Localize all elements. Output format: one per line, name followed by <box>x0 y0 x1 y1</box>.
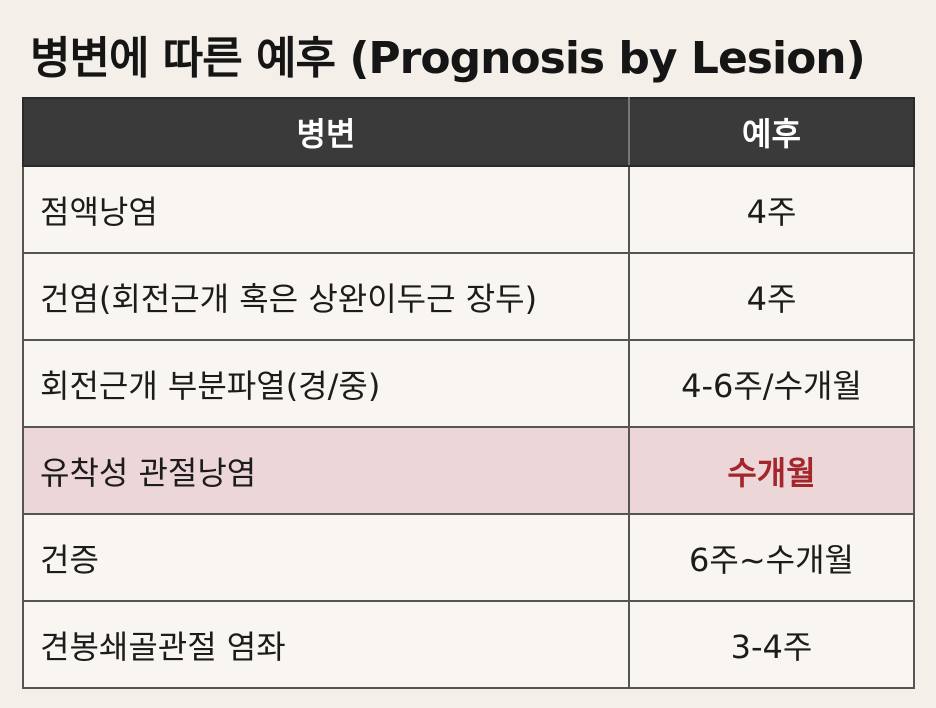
lesion-cell: 유착성 관절낭염 <box>22 426 630 515</box>
lesion-cell: 건염(회전근개 혹은 상완이두근 장두) <box>22 252 630 341</box>
table-row-highlighted: 유착성 관절낭염 수개월 <box>22 426 915 515</box>
table-row: 건증 6주~수개월 <box>22 513 915 602</box>
table-row: 건염(회전근개 혹은 상완이두근 장두) 4주 <box>22 252 915 341</box>
table-header-row: 병변 예후 <box>22 97 915 167</box>
table-row: 회전근개 부분파열(경/중) 4-6주/수개월 <box>22 339 915 428</box>
prognosis-cell: 수개월 <box>628 426 915 515</box>
page-title: 병변에 따른 예후 (Prognosis by Lesion) <box>30 33 866 84</box>
lesion-cell: 건증 <box>22 513 630 602</box>
prognosis-cell: 4주 <box>628 252 915 341</box>
lesion-cell: 회전근개 부분파열(경/중) <box>22 339 630 428</box>
table-row: 점액낭염 4주 <box>22 165 915 254</box>
prognosis-cell: 4주 <box>628 165 915 254</box>
header-lesion: 병변 <box>22 97 630 167</box>
prognosis-cell: 4-6주/수개월 <box>628 339 915 428</box>
header-prognosis: 예후 <box>628 97 915 167</box>
prognosis-cell: 3-4주 <box>628 600 915 689</box>
prognosis-cell: 6주~수개월 <box>628 513 915 602</box>
lesion-cell: 점액낭염 <box>22 165 630 254</box>
table-row: 견봉쇄골관절 염좌 3-4주 <box>22 600 915 689</box>
lesion-cell: 견봉쇄골관절 염좌 <box>22 600 630 689</box>
prognosis-table: 병변 예후 점액낭염 4주 건염(회전근개 혹은 상완이두근 장두) 4주 회전… <box>22 97 915 689</box>
